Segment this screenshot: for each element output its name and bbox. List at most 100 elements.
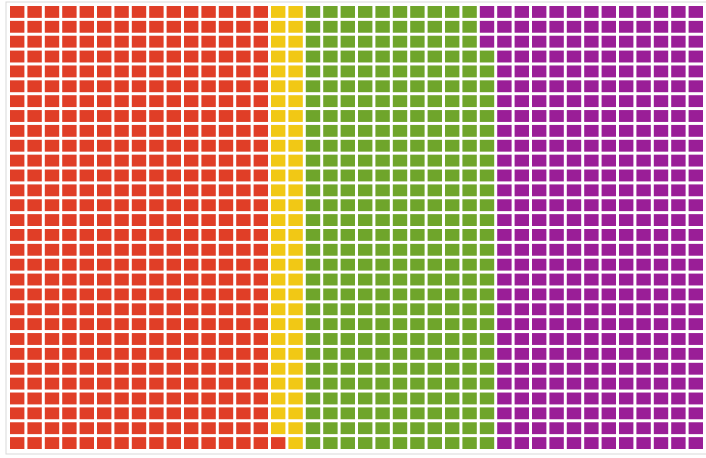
waffle-cell <box>218 392 234 405</box>
waffle-cell <box>584 407 599 420</box>
waffle-cell <box>114 214 129 226</box>
waffle-cell <box>323 273 338 286</box>
waffle-cell <box>532 229 547 241</box>
waffle-cell <box>375 169 390 182</box>
waffle-cell <box>584 333 599 345</box>
waffle-cell <box>184 288 199 301</box>
waffle-cell <box>62 124 77 137</box>
waffle-cell <box>62 214 77 226</box>
waffle-cell <box>601 407 616 420</box>
waffle-cell <box>497 318 512 331</box>
waffle-cell <box>44 347 60 360</box>
waffle-cell <box>584 422 599 435</box>
waffle-cell <box>114 110 129 122</box>
waffle-cell <box>97 65 112 78</box>
waffle-cell <box>62 50 77 63</box>
waffle-cell <box>10 273 25 286</box>
waffle-cell <box>445 229 460 241</box>
waffle-cell <box>497 80 512 93</box>
waffle-cell <box>131 80 147 93</box>
waffle-cell <box>532 184 547 197</box>
waffle-cell <box>253 258 268 271</box>
waffle-cell <box>532 50 547 63</box>
waffle-cell <box>166 65 181 78</box>
waffle-cell <box>479 377 495 390</box>
waffle-cell <box>653 288 669 301</box>
waffle-cell <box>671 333 686 345</box>
waffle-cell <box>288 139 303 152</box>
waffle-cell <box>236 407 251 420</box>
waffle-cell <box>288 362 303 375</box>
waffle-cell <box>410 377 425 390</box>
waffle-cell <box>410 50 425 63</box>
waffle-cell <box>653 422 669 435</box>
waffle-cell <box>671 199 686 212</box>
waffle-cell <box>149 437 164 449</box>
waffle-cell <box>184 20 199 33</box>
waffle-cell <box>688 258 703 271</box>
waffle-cell <box>271 184 286 197</box>
waffle-cell <box>27 318 42 331</box>
waffle-cell <box>636 258 651 271</box>
waffle-cell <box>131 139 147 152</box>
waffle-cell <box>62 422 77 435</box>
waffle-cell <box>305 288 321 301</box>
waffle-cell <box>479 95 495 108</box>
waffle-cell <box>671 243 686 256</box>
waffle-cell <box>62 318 77 331</box>
waffle-cell <box>149 229 164 241</box>
waffle-cell <box>410 362 425 375</box>
waffle-cell <box>653 110 669 122</box>
waffle-cell <box>236 110 251 122</box>
waffle-cell <box>271 35 286 48</box>
waffle-cell <box>62 392 77 405</box>
waffle-cell <box>340 407 355 420</box>
waffle-cell <box>79 288 94 301</box>
waffle-cell <box>619 407 634 420</box>
waffle-cell <box>427 229 442 241</box>
waffle-cell <box>97 95 112 108</box>
waffle-cell <box>253 243 268 256</box>
waffle-cell <box>184 273 199 286</box>
waffle-cell <box>497 50 512 63</box>
waffle-cell <box>601 80 616 93</box>
waffle-cell <box>584 154 599 167</box>
waffle-cell <box>566 214 582 226</box>
waffle-cell <box>131 229 147 241</box>
waffle-cell <box>149 214 164 226</box>
waffle-cell <box>619 422 634 435</box>
waffle-cell <box>62 6 77 18</box>
waffle-cell <box>532 437 547 449</box>
waffle-cell <box>27 333 42 345</box>
waffle-cell <box>236 199 251 212</box>
waffle-cell <box>688 6 703 18</box>
waffle-cell <box>253 422 268 435</box>
waffle-cell <box>375 288 390 301</box>
waffle-cell <box>288 65 303 78</box>
waffle-cell <box>601 139 616 152</box>
waffle-cell <box>340 392 355 405</box>
waffle-cell <box>131 288 147 301</box>
waffle-cell <box>358 407 373 420</box>
waffle-cell <box>584 169 599 182</box>
waffle-cell <box>601 20 616 33</box>
waffle-cell <box>497 124 512 137</box>
waffle-cell <box>236 154 251 167</box>
waffle-cell <box>44 392 60 405</box>
waffle-cell <box>44 214 60 226</box>
waffle-cell <box>532 243 547 256</box>
waffle-cell <box>671 288 686 301</box>
waffle-cell <box>62 333 77 345</box>
waffle-cell <box>636 139 651 152</box>
waffle-cell <box>671 407 686 420</box>
waffle-cell <box>462 318 477 331</box>
waffle-cell <box>114 362 129 375</box>
waffle-cell <box>44 20 60 33</box>
waffle-cell <box>427 273 442 286</box>
waffle-cell <box>97 303 112 316</box>
waffle-cell <box>114 154 129 167</box>
waffle-cell <box>97 288 112 301</box>
waffle-cell <box>653 273 669 286</box>
waffle-cell <box>166 6 181 18</box>
